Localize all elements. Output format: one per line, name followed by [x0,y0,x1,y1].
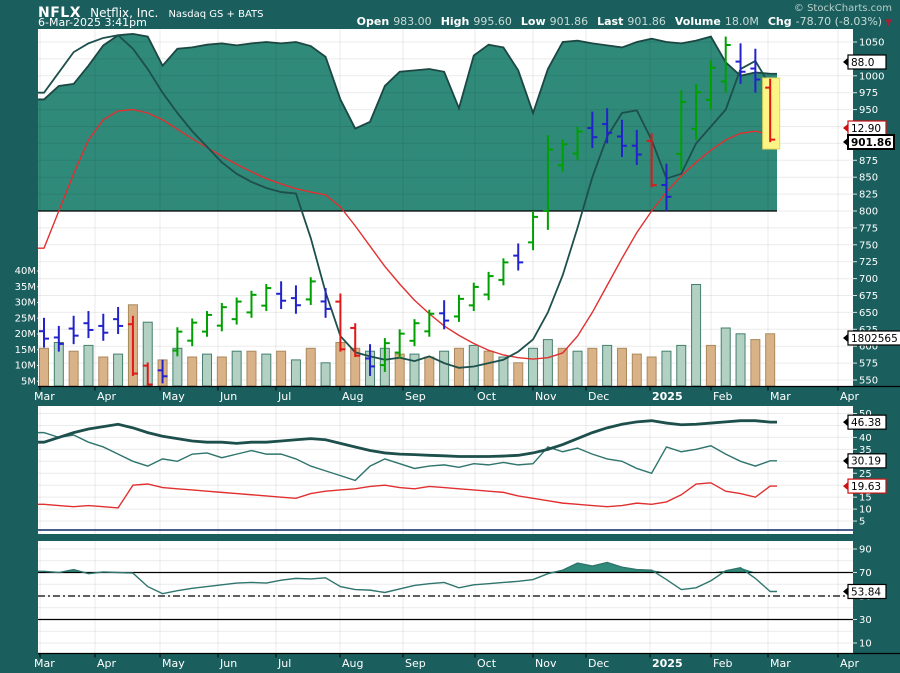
svg-text:875: 875 [859,156,878,167]
svg-text:10: 10 [859,639,872,650]
svg-text:625: 625 [859,325,878,336]
svg-text:15M: 15M [15,345,36,356]
svg-text:Aug: Aug [342,390,363,403]
svg-text:20M: 20M [15,329,36,340]
svg-text:12.90: 12.90 [851,123,881,135]
svg-text:800: 800 [859,207,878,218]
svg-text:19.63: 19.63 [851,481,881,493]
quote-label: Volume [674,15,721,28]
svg-text:10M: 10M [15,361,36,372]
svg-text:Mar: Mar [770,390,791,403]
svg-text:Oct: Oct [477,390,497,403]
svg-text:30.19: 30.19 [851,456,881,468]
svg-text:25M: 25M [15,313,36,324]
quote-summary: Open 983.00 High 995.60 Low 901.86 Last 901.86 V… [348,15,892,28]
svg-text:675: 675 [859,291,878,302]
svg-text:600: 600 [859,342,878,353]
quote-value: 995.60 [473,15,512,28]
svg-text:Dec: Dec [588,390,609,403]
svg-text:50: 50 [859,409,872,420]
svg-text:950: 950 [859,105,878,116]
svg-text:Feb: Feb [713,657,732,670]
svg-text:46.38: 46.38 [851,417,881,429]
quote-value: 901.86 [627,15,666,28]
svg-text:775: 775 [859,223,878,234]
svg-text:Aug: Aug [342,657,363,670]
title-row: NFLX Netflix, Inc. Nasdaq GS + BATS [38,2,263,21]
svg-text:Apr: Apr [840,657,860,670]
svg-text:53.84: 53.84 [851,586,881,598]
svg-text:5: 5 [859,517,865,528]
svg-text:May: May [162,657,185,670]
svg-text:Apr: Apr [97,657,117,670]
svg-text:Jun: Jun [219,390,237,403]
svg-text:2025: 2025 [652,390,683,403]
svg-text:35: 35 [859,445,872,456]
quote-label: High [440,15,470,28]
svg-text:575: 575 [859,359,878,370]
exchange-label: Nasdaq GS + BATS [168,9,264,20]
quote-value: -78.70 (-8.03%) [795,15,883,28]
svg-text:40: 40 [859,433,872,444]
svg-text:May: May [162,390,185,403]
svg-text:Dec: Dec [588,657,609,670]
change-down-icon: ▼ [885,18,892,28]
svg-text:25: 25 [859,469,872,480]
svg-text:1050: 1050 [859,38,884,49]
quote-label: Last [597,15,624,28]
svg-text:750: 750 [859,240,878,251]
quote-label: Low [520,15,546,28]
svg-text:10: 10 [859,505,872,516]
svg-text:35M: 35M [15,282,36,293]
svg-text:90: 90 [859,545,872,556]
quote-label: Chg [767,15,792,28]
svg-text:Feb: Feb [713,390,732,403]
copyright-link[interactable]: © StockCharts.com [793,3,892,14]
svg-text:Jul: Jul [277,657,291,670]
quote-datetime: 6-Mar-2025 3:41pm [38,16,147,29]
svg-text:Nov: Nov [535,390,557,403]
quote-value: 18.0M [724,15,759,28]
svg-text:1000: 1000 [859,71,884,82]
svg-text:725: 725 [859,257,878,268]
svg-text:550: 550 [859,376,878,387]
svg-text:88.0: 88.0 [851,57,874,69]
quote-value: 901.86 [549,15,589,28]
svg-text:825: 825 [859,190,878,201]
svg-text:650: 650 [859,308,878,319]
svg-text:901.86: 901.86 [851,137,892,149]
svg-text:975: 975 [859,88,878,99]
svg-text:Sep: Sep [405,390,426,403]
svg-text:Mar: Mar [34,390,55,403]
svg-text:Apr: Apr [97,390,117,403]
svg-text:Sep: Sep [405,657,426,670]
svg-text:5M: 5M [21,376,36,387]
svg-text:2025: 2025 [652,657,683,670]
company-name: Netflix, Inc. [90,6,159,20]
svg-text:40M: 40M [15,266,36,277]
svg-text:Mar: Mar [34,657,55,670]
svg-text:Jul: Jul [277,390,291,403]
svg-text:700: 700 [859,274,878,285]
svg-text:Apr: Apr [840,390,860,403]
svg-text:Oct: Oct [477,657,497,670]
chart-header: NFLX Netflix, Inc. Nasdaq GS + BATS © St… [0,0,900,29]
svg-text:Mar: Mar [770,657,791,670]
svg-text:70: 70 [859,568,872,579]
quote-value: 983.00 [393,15,432,28]
svg-text:850: 850 [859,173,878,184]
svg-text:Jun: Jun [219,657,237,670]
ticker-symbol: NFLX [38,5,81,21]
svg-text:30M: 30M [15,298,36,309]
quote-label: Open [356,15,390,28]
svg-text:15: 15 [859,493,872,504]
svg-text:Nov: Nov [535,657,557,670]
svg-text:30: 30 [859,615,872,626]
svg-text:1802565: 1802565 [851,333,898,345]
